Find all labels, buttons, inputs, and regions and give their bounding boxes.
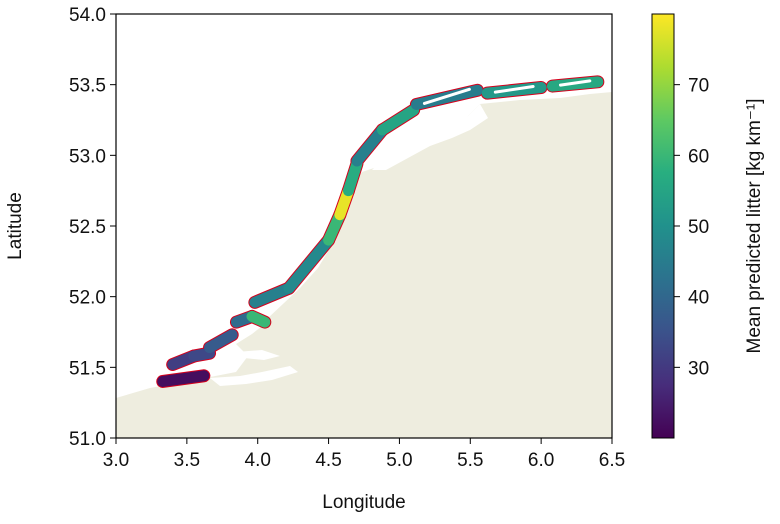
coast-segment bbox=[376, 104, 420, 136]
land-mass bbox=[116, 92, 612, 438]
island-highlight bbox=[493, 84, 535, 94]
y-tick-label: 54.0 bbox=[69, 5, 106, 26]
y-axis-label: Latitude bbox=[5, 192, 26, 260]
y-tick-label: 53.0 bbox=[69, 146, 106, 167]
colorbar-tick-label: 40 bbox=[688, 288, 709, 309]
coast-segment bbox=[342, 158, 363, 197]
island-highlight bbox=[558, 79, 592, 87]
x-tick-label: 5.0 bbox=[386, 450, 412, 471]
x-tick-label: 6.5 bbox=[599, 450, 625, 471]
x-tick-label: 3.0 bbox=[103, 450, 129, 471]
y-tick-label: 51.5 bbox=[69, 358, 106, 379]
coast-segment bbox=[351, 124, 388, 167]
coast-segment bbox=[283, 234, 335, 294]
coast-segment bbox=[188, 347, 216, 362]
y-tick-label: 52.0 bbox=[69, 288, 106, 309]
colorbar-tick-label: 30 bbox=[688, 358, 709, 379]
coast-segment bbox=[249, 282, 295, 308]
y-tick-label: 52.5 bbox=[69, 217, 106, 238]
y-tick-label: 51.0 bbox=[69, 429, 106, 450]
colorbar bbox=[651, 13, 675, 439]
inland-water bbox=[372, 104, 488, 170]
island-highlight bbox=[422, 87, 471, 105]
estuary-water bbox=[210, 350, 298, 386]
x-tick-label: 5.5 bbox=[457, 450, 483, 471]
coast-segment bbox=[204, 329, 238, 354]
coast-segment bbox=[157, 370, 210, 387]
x-tick-label: 6.0 bbox=[528, 450, 554, 471]
x-tick-label: 4.0 bbox=[245, 450, 271, 471]
colorbar-label: Mean predicted litter [kg km⁻¹] bbox=[744, 98, 765, 353]
coast-segment bbox=[246, 310, 271, 328]
colorbar-tick-label: 60 bbox=[688, 146, 709, 167]
y-axis: 51.0 51.5 52.0 52.5 53.0 53.5 54.0 bbox=[69, 5, 116, 450]
colorbar-tick-label: 70 bbox=[688, 76, 709, 97]
x-tick-label: 3.5 bbox=[174, 450, 200, 471]
x-tick-label: 4.5 bbox=[315, 450, 341, 471]
y-tick-label: 53.5 bbox=[69, 76, 106, 97]
x-axis: 3.0 3.5 4.0 4.5 5.0 5.5 6.0 6.5 bbox=[103, 438, 625, 471]
coastal-litter-band bbox=[156, 75, 605, 388]
colorbar-tick-label: 50 bbox=[688, 217, 709, 238]
x-axis-label: Longitude bbox=[322, 492, 405, 513]
colorbar-ticks: 30 40 50 60 70 bbox=[674, 76, 709, 379]
